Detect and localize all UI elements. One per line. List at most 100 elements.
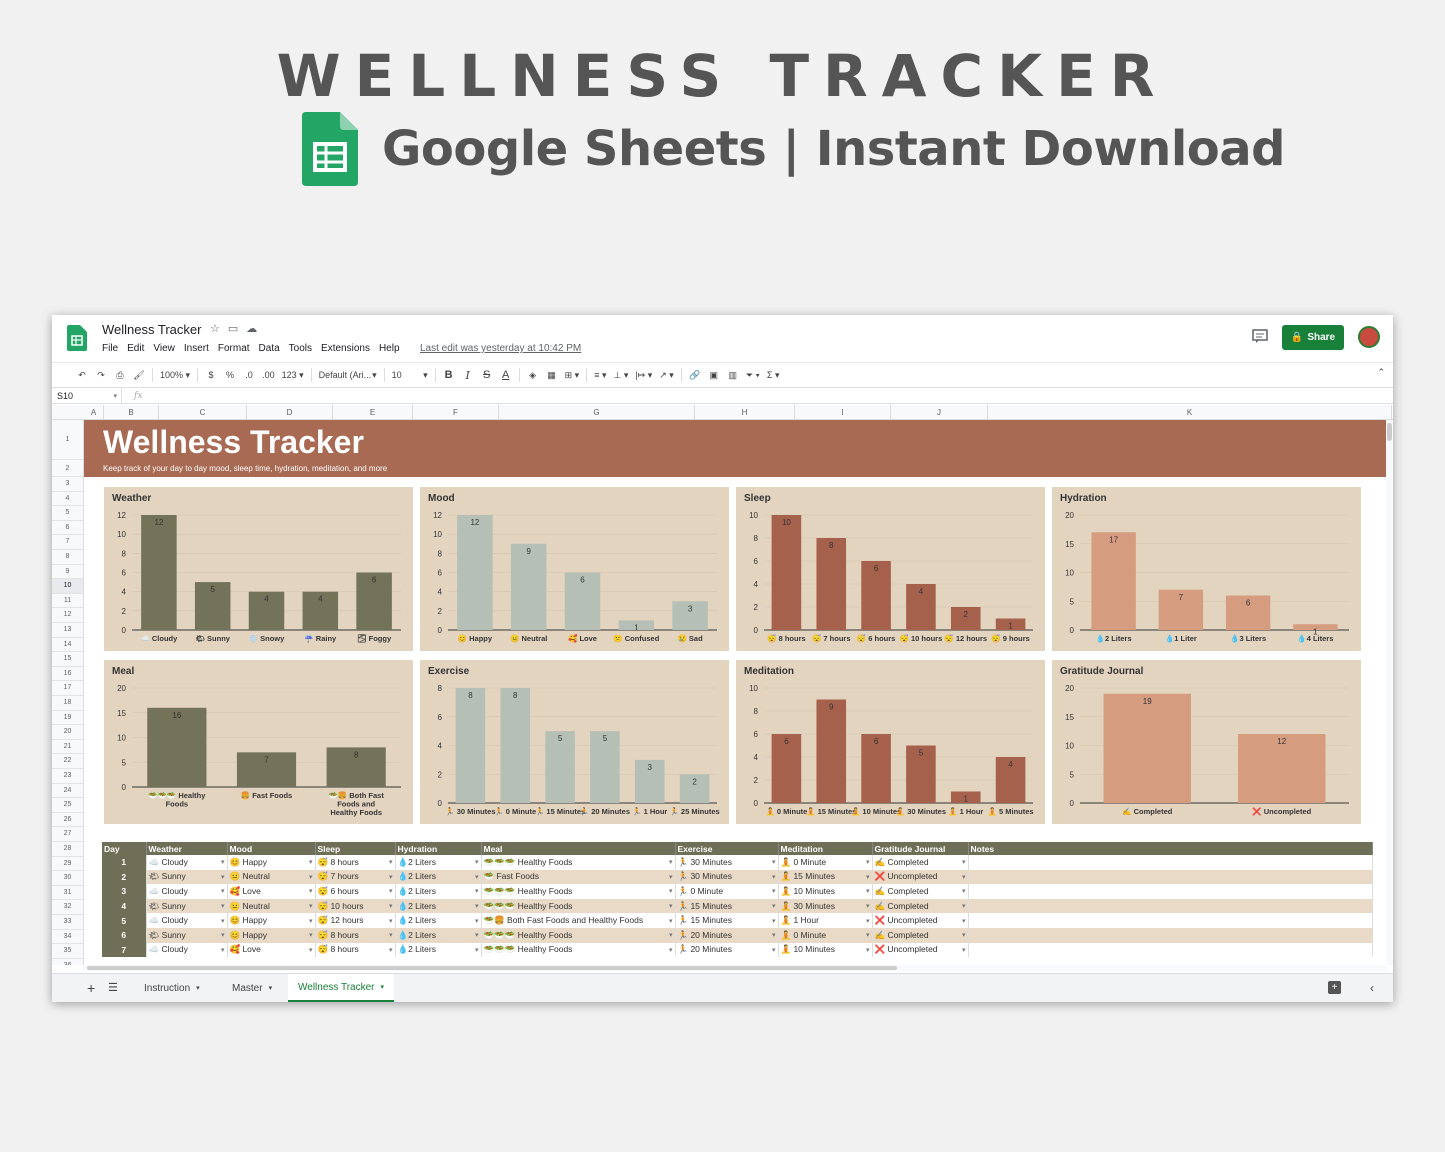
vertical-scrollbar[interactable] [1386,420,1393,965]
bar[interactable] [457,515,493,630]
chevron-down-icon[interactable]: ▾ [220,932,225,940]
dropdown-cell-sleep[interactable]: 😴 12 hours ▾ [315,913,396,928]
bar[interactable] [194,582,231,630]
menu-item-insert[interactable]: Insert [183,343,209,354]
bar[interactable] [1293,624,1338,630]
dropdown-cell-mood[interactable]: 😊 Happy ▾ [227,927,316,943]
dropdown-cell-gratitude-journal[interactable]: ❌ Uncompleted ▾ [872,913,969,928]
chart-exercise[interactable]: Exercise 0 2 4 6 8 8 🏃 30 Minutes 8 🏃 0 Minute 5 🏃 … [420,660,729,824]
horizontal-scroll-thumb[interactable] [87,966,897,970]
chevron-down-icon[interactable]: ▾ [308,903,313,911]
column-header-b[interactable]: B [104,405,159,420]
chevron-down-icon[interactable]: ▾ [196,985,200,992]
menu-item-help[interactable]: Help [378,343,400,354]
chevron-down-icon[interactable]: ▾ [220,873,225,881]
dropdown-cell-weather[interactable]: ☁️ Cloudy ▾ [146,855,228,870]
menu-item-edit[interactable]: Edit [127,343,145,354]
chevron-down-icon[interactable]: ▾ [865,888,870,896]
borders-icon[interactable]: ▦ [547,369,556,380]
dropdown-cell-exercise[interactable]: 🏃 15 Minutes ▾ [675,898,779,914]
chevron-down-icon[interactable]: ▾ [308,932,313,940]
dropdown-cell-weather[interactable]: ☁️ Cloudy ▾ [146,884,228,899]
dropdown-cell-meditation[interactable]: 🧘 1 Hour ▾ [778,913,873,928]
dropdown-cell-hydration[interactable]: 💧2 Liters ▾ [395,942,482,958]
font-size-select[interactable]: 10 ▾ [391,369,428,381]
dropdown-cell-meal[interactable]: 🥗🥗🥗 Healthy Foods ▾ [481,855,676,870]
dropdown-cell-gratitude-journal[interactable]: ✍️ Completed ▾ [872,855,969,870]
row-header[interactable]: 18 [52,696,83,711]
chart-meditation[interactable]: Meditation 0 2 4 6 8 10 6 🧘 0 Minute 9 🧘 15 Minute… [736,660,1045,824]
chevron-down-icon[interactable]: ▾ [961,932,966,940]
dropdown-cell-meal[interactable]: 🥗🥗🥗 Healthy Foods ▾ [481,942,676,958]
bar[interactable] [500,688,531,803]
text-color-icon[interactable]: A [501,369,510,381]
chevron-down-icon[interactable]: ▾ [308,859,313,867]
all-sheets-icon[interactable]: ☰ [108,982,118,994]
dropdown-cell-hydration[interactable]: 💧2 Liters ▾ [395,869,482,885]
chevron-down-icon[interactable]: ▾ [668,932,673,940]
chart-weather[interactable]: Weather 0 2 4 6 8 10 12 12 ☁️ Cloudy 5 🌤 Sunny 4 ❄️ S… [104,487,413,651]
chart-meal[interactable]: Meal 0 5 10 15 20 16 🥗🥗🥗 Healthy Foods 7 🍔 Fast Fo… [104,660,413,824]
menu-item-extensions[interactable]: Extensions [321,343,370,354]
chevron-down-icon[interactable]: ▾ [388,859,393,867]
row-header[interactable]: 15 [52,652,83,667]
bar[interactable] [510,543,547,630]
row-header[interactable]: 12 [52,608,83,623]
chevron-down-icon[interactable]: ▾ [961,859,966,867]
sheets-app-icon[interactable] [67,325,87,356]
column-header-g[interactable]: G [499,405,695,420]
chevron-down-icon[interactable]: ▾ [220,917,225,925]
bar[interactable] [1225,595,1271,631]
bar[interactable] [861,734,891,803]
dropdown-cell-exercise[interactable]: 🏃 15 Minutes ▾ [675,913,779,928]
notes-cell[interactable] [968,884,1373,899]
share-button[interactable]: 🔒 Share [1282,325,1344,350]
chevron-down-icon[interactable]: ▾ [308,917,313,925]
dropdown-cell-weather[interactable]: ☁️ Cloudy ▾ [146,942,228,958]
row-header[interactable]: 25 [52,798,83,813]
chevron-down-icon[interactable]: ▾ [380,984,385,991]
bar[interactable] [995,757,1026,803]
dropdown-cell-hydration[interactable]: 💧2 Liters ▾ [395,898,482,914]
dropdown-cell-exercise[interactable]: 🏃 30 Minutes ▾ [675,855,779,870]
bar[interactable] [141,515,177,630]
chevron-down-icon[interactable]: ▾ [474,888,479,896]
functions-icon[interactable]: Σ ▾ [766,369,780,380]
bar[interactable] [302,591,339,630]
menu-item-file[interactable]: File [102,343,119,354]
row-header[interactable]: 9 [52,565,83,580]
tab-master[interactable]: Master ▾ [222,974,282,1002]
fill-color-icon[interactable]: ◈ [529,369,537,380]
add-sheet-icon[interactable]: + [87,980,96,996]
currency-format-button[interactable]: $ [208,370,214,380]
chevron-down-icon[interactable]: ▾ [308,873,313,881]
dropdown-cell-meal[interactable]: 🥗🥗🥗 Healthy Foods ▾ [481,898,676,914]
bar[interactable] [248,591,285,630]
row-header[interactable]: 3 [52,477,83,492]
tab-wellness-tracker[interactable]: Wellness Tracker ▾ [288,974,395,1002]
row-header[interactable]: 28 [52,842,83,857]
font-select[interactable]: Default (Ari... ▾ [318,369,377,381]
notes-cell[interactable] [968,855,1373,870]
chevron-down-icon[interactable]: ▾ [388,946,393,954]
paint-format-icon[interactable]: 🖌 [133,369,145,380]
chevron-down-icon[interactable]: ▾ [865,932,870,940]
undo-icon[interactable]: ↶ [78,369,86,380]
bar[interactable] [816,699,847,804]
text-wrap-icon[interactable]: |↦ ▾ [635,369,653,380]
bar[interactable] [816,538,847,630]
chevron-down-icon[interactable]: ▾ [220,903,225,911]
row-header[interactable]: 35 [52,944,83,959]
dropdown-cell-weather[interactable]: 🌤 Sunny ▾ [146,898,228,914]
row-header[interactable]: 6 [52,521,83,536]
row-header[interactable]: 4 [52,492,83,507]
column-header-j[interactable]: J [891,405,988,420]
menu-item-view[interactable]: View [153,343,175,354]
dropdown-cell-meditation[interactable]: 🧘 10 Minutes ▾ [778,884,873,899]
column-header-k[interactable]: K [988,405,1392,420]
dropdown-cell-meditation[interactable]: 🧘 30 Minutes ▾ [778,898,873,914]
menu-item-format[interactable]: Format [217,343,250,354]
row-header[interactable]: 31 [52,886,83,901]
print-icon[interactable]: ⎙ [116,369,124,380]
increase-decimal-button[interactable]: .00 [262,370,275,380]
